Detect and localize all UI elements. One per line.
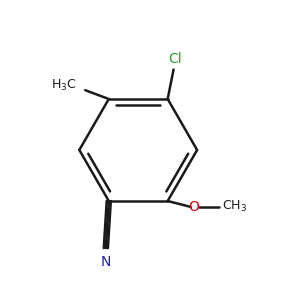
- Text: N: N: [100, 255, 111, 268]
- Text: H$_3$C: H$_3$C: [51, 78, 77, 93]
- Text: Cl: Cl: [168, 52, 182, 66]
- Text: O: O: [189, 200, 200, 214]
- Text: CH$_3$: CH$_3$: [222, 199, 247, 214]
